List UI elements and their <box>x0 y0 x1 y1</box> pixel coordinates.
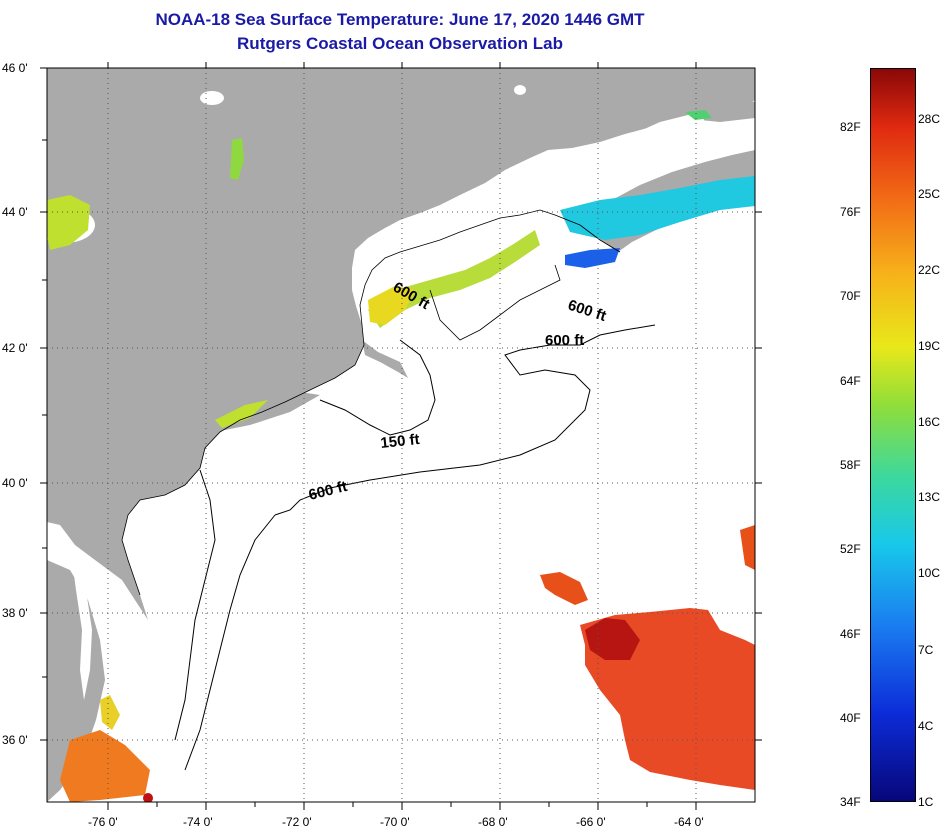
lon-label: -74 0' <box>183 815 213 829</box>
sst-blue-scotian <box>565 248 620 268</box>
contour-600ft-shelf <box>184 514 276 771</box>
chesapeake-bay <box>72 560 92 700</box>
sst-warm-patch-3 <box>740 525 755 570</box>
sst-green-north <box>685 110 712 120</box>
sst-yellow-gom <box>368 286 415 325</box>
lon-label: -66 0' <box>576 815 606 829</box>
lon-label: -76 0' <box>88 815 118 829</box>
colorbar-c-label: 13C <box>918 490 941 504</box>
colorbar-c-label: 1C <box>918 795 934 809</box>
colorbar-c-label: 19C <box>918 339 941 353</box>
lat-label: 38 0' <box>2 606 28 620</box>
sst-hot-spot <box>143 793 153 802</box>
colorbar-f-label: 70F <box>840 289 861 303</box>
colorbar-c-label: 22C <box>918 263 941 277</box>
colorbar-f-label: 82F <box>840 120 861 134</box>
sst-warm-patch-2 <box>540 572 588 605</box>
graticule <box>47 68 755 802</box>
lon-label: -70 0' <box>380 815 410 829</box>
colorbar-c-label: 10C <box>918 566 941 580</box>
map-subtitle: Rutgers Coastal Ocean Observation Lab <box>237 34 563 53</box>
colorbar-f-label: 76F <box>840 205 861 219</box>
land-cape-cod <box>362 340 408 378</box>
sst-green-gom <box>368 230 540 328</box>
lat-label: 42 0' <box>2 341 28 355</box>
lon-label: -72 0' <box>282 815 312 829</box>
colorbar-f-label: 40F <box>840 711 861 725</box>
lat-label: 44 0' <box>2 205 28 219</box>
land-mainland <box>47 68 755 620</box>
ticks <box>40 62 762 810</box>
colorbar-c-label: 28C <box>918 112 941 126</box>
lat-label: 36 0' <box>2 733 28 747</box>
colorbar-f-label: 34F <box>840 795 861 809</box>
sst-warm-south <box>60 730 150 802</box>
colorbar-c-label: 16C <box>918 415 941 429</box>
sst-yellow-south <box>100 695 120 730</box>
colorbar-f-label: 58F <box>840 458 861 472</box>
sst-hot-core <box>585 618 640 660</box>
depth-label-600-bank: 600 ft <box>545 332 584 349</box>
contour-gom <box>429 264 561 341</box>
colorbar-f-label: 52F <box>840 542 861 556</box>
colorbar-c-label: 7C <box>918 643 934 657</box>
colorbar-c-label: 4C <box>918 719 934 733</box>
contour-150ft <box>319 339 436 436</box>
colorbar-c-label: 25C <box>918 187 941 201</box>
depth-label-150: 150 ft <box>380 431 421 452</box>
sst-cyan-scotian <box>560 176 755 240</box>
lat-label: 46 0' <box>2 61 28 75</box>
temperature-colorbar <box>870 68 916 802</box>
bay-of-fundy <box>500 112 705 220</box>
sst-green-ontario <box>47 195 90 250</box>
map-title: NOAA-18 Sea Surface Temperature: June 17… <box>155 10 645 29</box>
lake <box>514 85 526 95</box>
lat-label: 40 0' <box>2 476 28 490</box>
contour-600ft-outer <box>174 324 656 741</box>
map-frame <box>46 67 756 803</box>
lake <box>200 91 224 105</box>
lon-label: -64 0' <box>674 815 704 829</box>
sst-green-li <box>215 400 268 428</box>
colorbar-f-label: 64F <box>840 374 861 388</box>
coastline <box>121 209 621 596</box>
colorbar-f-label: 46F <box>840 627 861 641</box>
sst-green-lake <box>230 138 244 180</box>
lon-label: -68 0' <box>478 815 508 829</box>
